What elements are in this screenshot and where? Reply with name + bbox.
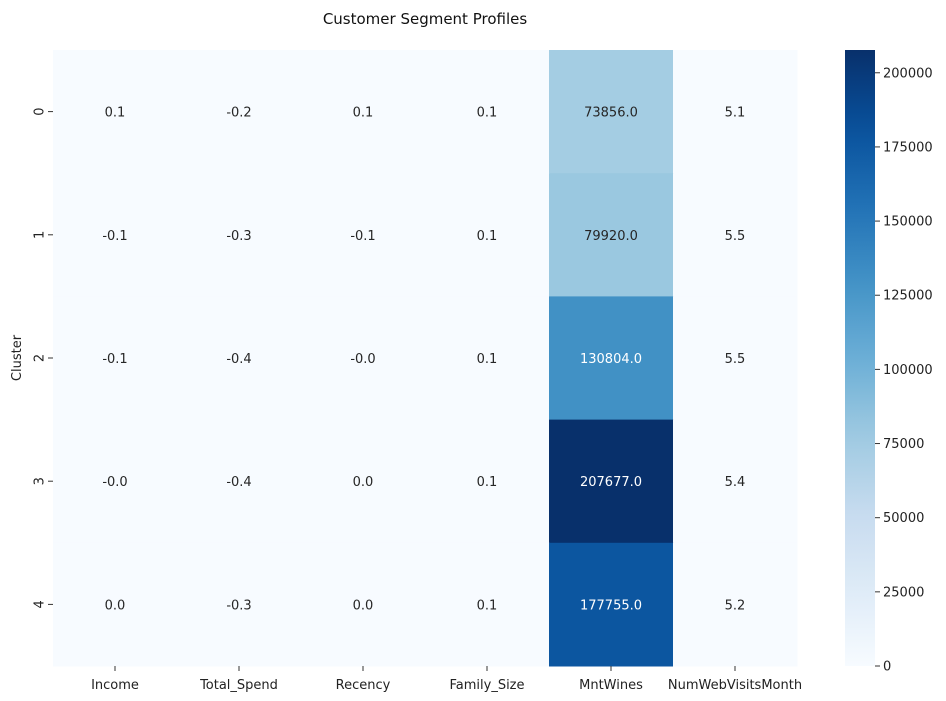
heatmap-cell (425, 173, 550, 297)
x-axis-ticks: Income Total_Spend Recency Family_Size MntWi… (91, 666, 802, 693)
cell-value-label: -0.3 (226, 598, 251, 613)
heatmap-cell (549, 542, 674, 667)
heatmap-cell (673, 419, 798, 544)
heatmap-cell (549, 173, 674, 297)
cell-value-label: 5.5 (725, 352, 746, 367)
y-axis-label: Cluster (10, 334, 25, 381)
cell-value-label: 0.0 (353, 598, 374, 613)
colorbar-tick-label: 75000 (883, 437, 924, 452)
colorbar: 0 25000 50000 75000 100000 125000 150000 175000… (845, 50, 933, 674)
heatmap-cell (53, 542, 178, 667)
y-tick-label: 4 (33, 600, 48, 608)
cell-value-label: 5.1 (725, 106, 746, 121)
heatmap-cell (425, 542, 550, 667)
cell-value-label: 0.1 (477, 229, 498, 244)
heatmap-cell (549, 296, 674, 421)
heatmap-cells (53, 50, 798, 667)
heatmap-cell (673, 50, 798, 174)
cell-value-label: 0.0 (105, 598, 126, 613)
heatmap-cell (53, 296, 178, 421)
heatmap-cell (301, 50, 426, 174)
heatmap-cell-labels: 0.1 -0.2 0.1 0.1 73856.0 5.1 -0.1 -0.3 -0.1 0.1 79… (102, 106, 745, 614)
heatmap-cell (53, 419, 178, 544)
cell-value-label: -0.1 (350, 229, 375, 244)
x-tick-label: Recency (336, 678, 391, 693)
cell-value-label: 0.1 (477, 475, 498, 490)
heatmap-cell (549, 419, 674, 544)
heatmap-cell (425, 296, 550, 421)
heatmap-cell (53, 50, 178, 174)
cell-value-label: 5.5 (725, 229, 746, 244)
cell-value-label: 79920.0 (584, 229, 638, 244)
colorbar-tick-label: 200000 (883, 66, 933, 81)
cell-value-label: -0.0 (350, 352, 375, 367)
x-tick-label: Total_Spend (199, 678, 278, 693)
cell-value-label: -0.1 (102, 352, 127, 367)
y-tick-label: 3 (33, 477, 48, 485)
heatmap-cell (301, 542, 426, 667)
cell-value-label: -0.2 (226, 106, 251, 121)
x-tick-label: Income (91, 678, 139, 693)
heatmap-cell (177, 542, 302, 667)
heatmap-cell (301, 173, 426, 297)
heatmap-cell (301, 419, 426, 544)
cell-value-label: 0.1 (477, 106, 498, 121)
chart-title: Customer Segment Profiles (323, 10, 528, 28)
colorbar-tick-label: 25000 (883, 585, 924, 600)
heatmap-cell (177, 50, 302, 174)
colorbar-tick-label: 50000 (883, 511, 924, 526)
heatmap-cell (301, 296, 426, 421)
heatmap-cell (177, 173, 302, 297)
heatmap-cell (673, 296, 798, 421)
colorbar-tick-label: 150000 (883, 215, 933, 230)
y-axis-ticks: 0 1 2 3 4 (33, 107, 53, 609)
cell-value-label: -0.1 (102, 229, 127, 244)
y-tick-label: 2 (33, 354, 48, 362)
x-tick-label: NumWebVisitsMonth (668, 678, 802, 693)
heatmap-cell (177, 419, 302, 544)
colorbar-tick-label: 125000 (883, 289, 933, 304)
heatmap-cell (177, 296, 302, 421)
cell-value-label: 5.4 (725, 475, 746, 490)
colorbar-gradient (845, 50, 875, 666)
cell-value-label: -0.0 (102, 475, 127, 490)
cell-value-label: 0.0 (353, 475, 374, 490)
x-tick-label: MntWines (579, 678, 643, 693)
y-tick-label: 1 (33, 231, 48, 239)
cell-value-label: -0.4 (226, 475, 251, 490)
cell-value-label: 0.1 (477, 598, 498, 613)
cell-value-label: 5.2 (725, 598, 746, 613)
cell-value-label: 0.1 (353, 106, 374, 121)
heatmap-cell (425, 50, 550, 174)
cell-value-label: 0.1 (477, 352, 498, 367)
colorbar-tick-label: 100000 (883, 363, 933, 378)
cell-value-label: 207677.0 (580, 475, 642, 490)
cell-value-label: 0.1 (105, 106, 126, 121)
cell-value-label: -0.3 (226, 229, 251, 244)
cell-value-label: 73856.0 (584, 106, 638, 121)
heatmap-cell (673, 542, 798, 667)
cell-value-label: -0.4 (226, 352, 251, 367)
colorbar-tick-label: 0 (883, 659, 891, 674)
cell-value-label: 177755.0 (580, 598, 642, 613)
heatmap-cell (53, 173, 178, 297)
heatmap-cell (549, 50, 674, 174)
x-tick-label: Family_Size (449, 678, 524, 693)
cell-value-label: 130804.0 (580, 352, 642, 367)
heatmap-cell (425, 419, 550, 544)
heatmap-cell (673, 173, 798, 297)
y-tick-label: 0 (33, 107, 48, 115)
colorbar-tick-label: 175000 (883, 140, 933, 155)
